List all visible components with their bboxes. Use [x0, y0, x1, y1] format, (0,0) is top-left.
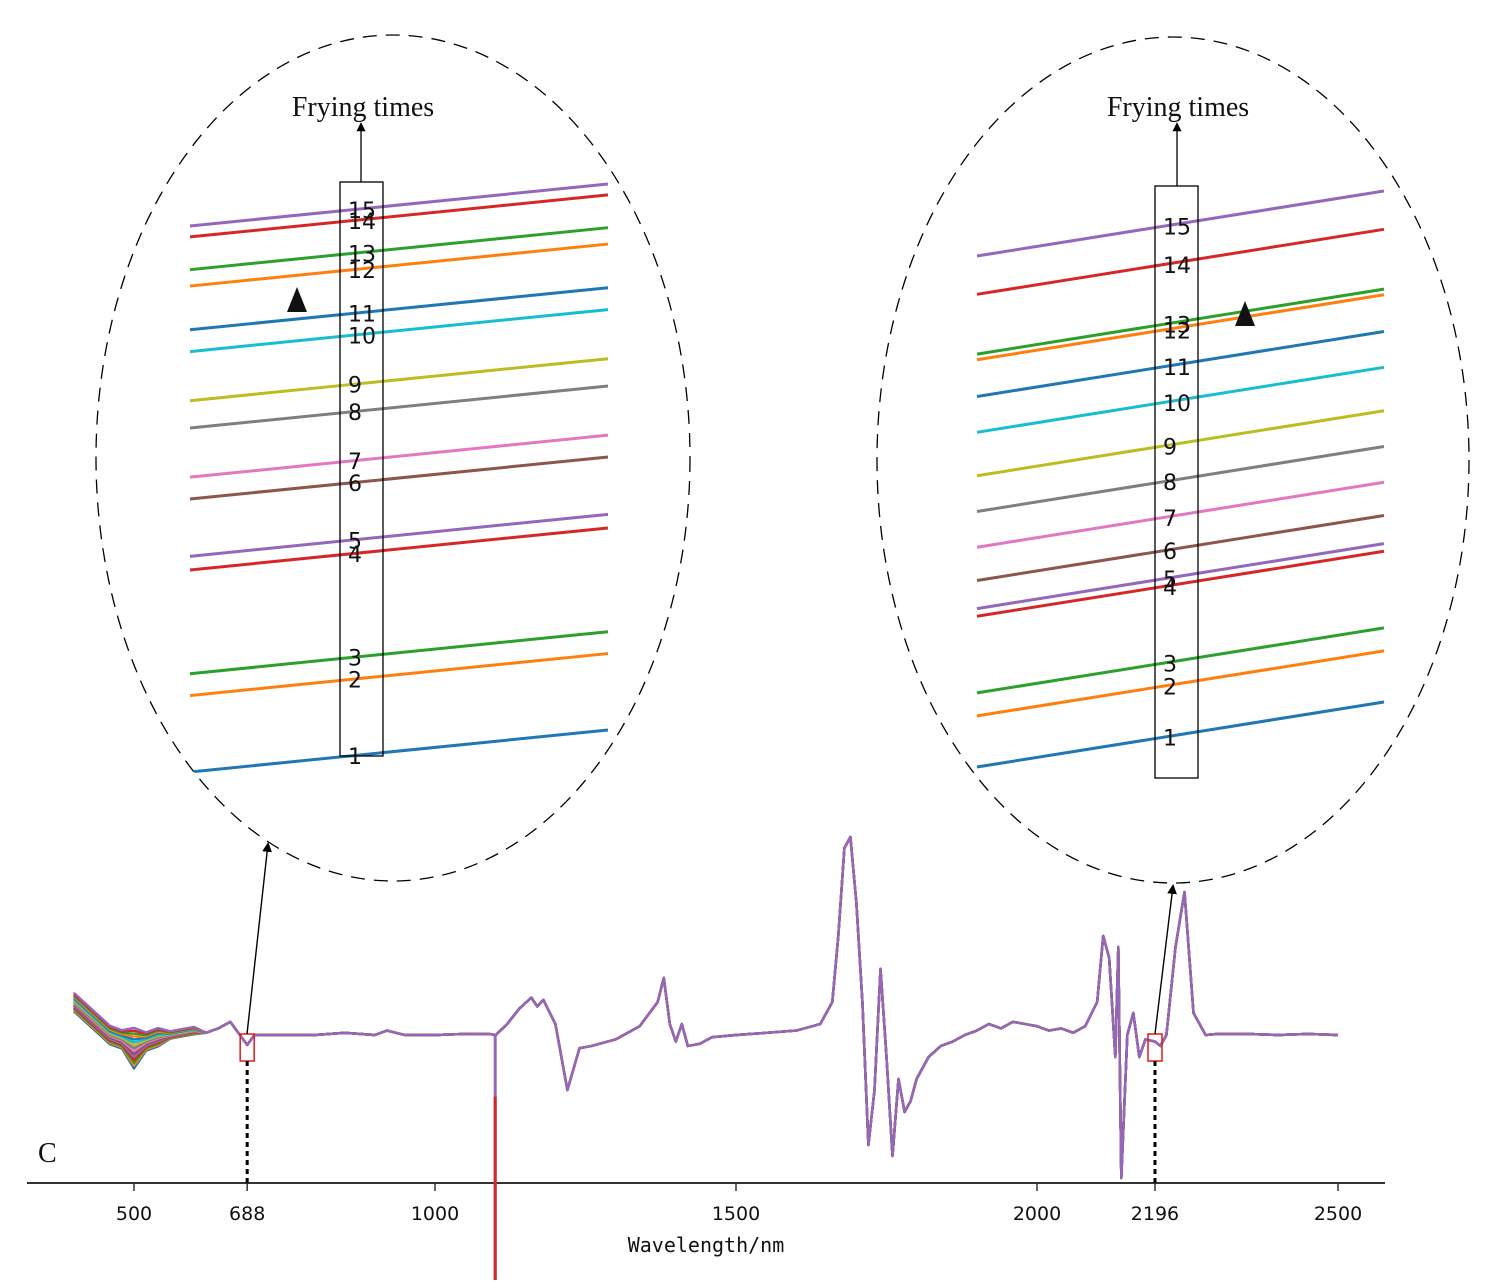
spectrum-series-15: [72, 835, 1339, 1180]
inset-line-12: [976, 293, 1385, 362]
x-tick-label: 2000: [1013, 1203, 1061, 1225]
inset-series-label: 2: [348, 668, 362, 693]
inset-series-label: 4: [1163, 576, 1177, 601]
highlight-box-2196: [1147, 1033, 1163, 1062]
inset-series-label: 2: [1163, 675, 1177, 700]
inset-series-label: 15: [348, 199, 376, 224]
inset-line-15: [189, 182, 609, 228]
x-tick-label: 2500: [1314, 1203, 1362, 1225]
x-ticks: 500 688 1000 1500 2000 2196 2500: [116, 1183, 1362, 1225]
inset-2196-trend-arrowhead: [1235, 301, 1255, 326]
inset-688-title: Frying times: [292, 92, 434, 123]
inset-2196-label-box: [1154, 185, 1199, 779]
spectrum-lines: [72, 835, 1339, 1285]
inset-series-label: 14: [348, 210, 376, 235]
inset-line-7: [976, 480, 1385, 549]
inset-series-label: 12: [1163, 319, 1191, 344]
inset-line-14: [189, 193, 609, 239]
inset-series-label: 10: [1163, 392, 1191, 417]
inset-line-15: [976, 189, 1385, 258]
inset-series-label: 5: [348, 529, 362, 554]
x-tick-label: 1500: [712, 1203, 760, 1225]
inset-series-label: 13: [348, 243, 376, 268]
x-tick-label: 688: [229, 1203, 265, 1225]
inset-series-label: 6: [348, 472, 362, 497]
inset-series-label: 12: [348, 259, 376, 284]
inset-line-6: [189, 455, 609, 501]
inset-line-5: [976, 542, 1385, 611]
inset-line-6: [976, 514, 1385, 582]
inset-line-8: [189, 384, 609, 430]
inset-line-7: [189, 433, 609, 479]
inset-line-1: [189, 728, 609, 774]
x-tick-label: 2196: [1131, 1203, 1179, 1225]
inset-line-13: [976, 287, 1385, 356]
inset-2196-series: [976, 189, 1385, 769]
inset-line-10: [976, 365, 1385, 434]
inset-series-label: 9: [348, 374, 362, 399]
inset-line-4: [189, 526, 609, 572]
inset-series-label: 6: [1163, 540, 1177, 565]
connector-arrow-688: [246, 842, 273, 1035]
inset-line-13: [189, 226, 609, 272]
inset-line-1: [976, 700, 1385, 769]
inset-line-9: [976, 409, 1385, 478]
highlight-markers: [239, 1033, 1163, 1183]
inset-series-label: 10: [348, 325, 376, 350]
x-tick-label: 1000: [411, 1203, 459, 1225]
inset-series-label: 7: [1163, 507, 1177, 532]
x-tick-label: 500: [116, 1203, 152, 1225]
inset-line-11: [976, 330, 1385, 399]
connector-arrow-2196: [1154, 884, 1177, 1035]
x-axis-label: Wavelength/nm: [628, 1233, 785, 1257]
inset-series-label: 1: [348, 745, 362, 770]
inset-line-4: [976, 549, 1385, 618]
inset-line-11: [189, 286, 609, 332]
inset-2196-title: Frying times: [1107, 92, 1249, 123]
inset-line-14: [976, 227, 1385, 296]
inset-line-3: [976, 626, 1385, 695]
inset-line-2: [189, 652, 609, 698]
inset-series-label: 14: [1163, 254, 1191, 279]
inset-series-label: 8: [1163, 471, 1177, 496]
inset-series-label: 3: [348, 647, 362, 672]
inset-series-label: 15: [1163, 216, 1191, 241]
inset-line-12: [189, 242, 609, 288]
inset-series-label: 11: [348, 303, 376, 328]
inset-line-5: [189, 512, 609, 558]
inset-series-label: 11: [1163, 356, 1191, 381]
inset-series-label: 4: [348, 543, 362, 568]
inset-series-label: 7: [348, 450, 362, 475]
inset-line-9: [189, 357, 609, 403]
inset-line-2: [976, 649, 1385, 718]
inset-688-label-box: [339, 181, 384, 757]
inset-series-label: 3: [1163, 652, 1177, 677]
panel-label: C: [38, 1138, 57, 1169]
inset-2196-ellipse: [876, 36, 1470, 884]
inset-series-label: 1: [1163, 727, 1177, 752]
inset-series-label: 5: [1163, 568, 1177, 593]
inset-line-8: [976, 445, 1385, 513]
inset-line-10: [189, 308, 609, 354]
inset-series-label: 9: [1163, 435, 1177, 460]
inset-688-trend-arrowhead: [287, 287, 307, 312]
inset-688-series: [189, 182, 609, 774]
inset-688-ellipse: [95, 34, 691, 882]
inset-line-3: [189, 630, 609, 676]
inset-series-label: 13: [1163, 314, 1191, 339]
inset-series-label: 8: [348, 401, 362, 426]
